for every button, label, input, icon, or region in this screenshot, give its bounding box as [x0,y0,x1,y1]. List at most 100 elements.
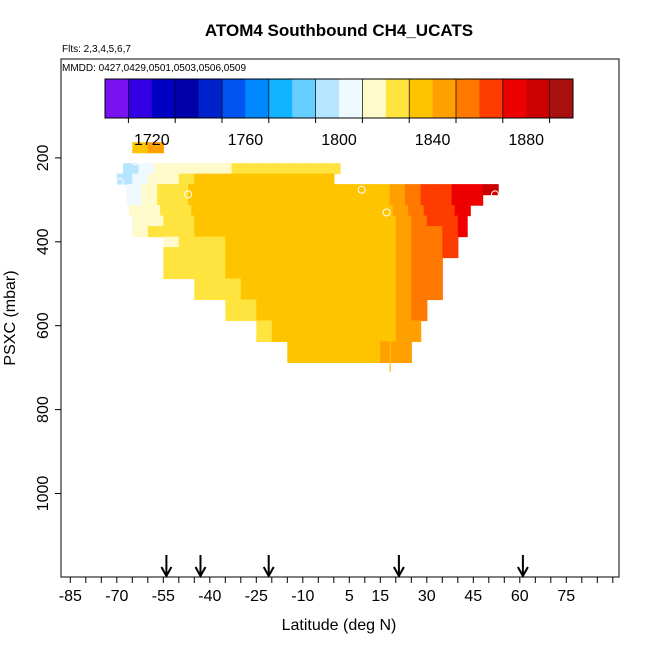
data-cell [178,268,195,280]
data-cell [426,257,443,269]
data-cell [256,226,273,238]
x-tick-label: -70 [105,588,128,605]
data-cell [250,184,267,196]
data-cell [163,257,180,269]
data-cell [302,288,319,301]
data-cell [256,288,273,301]
data-cell [451,184,468,196]
data-cell [364,351,381,364]
data-cell [172,184,189,196]
data-cell [358,184,375,196]
data-cell [163,215,180,227]
data-cell [333,351,350,364]
data-cell [256,173,273,185]
data-cell [209,268,226,280]
data-cell [147,142,164,154]
data-cell [302,299,319,311]
data-cell [287,341,304,353]
colorbar-swatch [222,79,246,118]
data-cell [380,341,397,353]
data-cell [457,215,468,227]
data-cell [256,247,273,259]
data-cell [222,205,239,217]
data-cell [349,330,366,343]
data-cell [256,236,273,248]
data-cell [318,351,335,364]
data-cell [271,215,288,227]
colorbar-swatch [245,79,270,118]
data-cell [312,194,329,206]
data-cell [256,330,273,343]
y-tick-label: 800 [35,396,52,423]
data-cell [405,184,422,196]
data-cell [271,309,288,322]
data-cell [271,320,288,332]
data-cell [380,236,397,248]
data-cell [163,268,180,280]
data-cell [411,257,428,269]
x-tick-label: 45 [464,588,482,605]
x-tick-label: -25 [245,588,268,605]
data-cell [271,247,288,259]
data-cell [395,341,412,353]
data-cell [454,205,471,217]
data-cell [302,247,319,259]
data-cell [225,299,242,311]
data-cell [380,288,397,301]
data-cell [147,215,164,227]
data-cell [157,184,174,196]
data-cell [395,236,412,248]
data-cell [287,330,304,343]
data-cell [442,215,459,227]
data-cell [457,226,468,238]
data-cell [333,320,350,332]
data-cell [436,194,453,206]
y-tick-label: 1000 [35,476,52,512]
data-cell [318,309,335,322]
x-axis: -85 -70 -55 -40 -25 -10 5 15 30 45 60 75 [59,577,614,605]
data-cell [240,268,257,280]
data-cell [209,278,226,290]
arrow-head [160,566,173,579]
data-cell [265,194,282,206]
data-cell [426,226,443,238]
data-cell [364,278,381,290]
data-cell [219,194,236,206]
x-tick-label: 5 [345,588,354,605]
data-cell [420,184,437,196]
data-cell [256,278,273,290]
data-cell [178,236,195,248]
data-cell [482,184,499,196]
data-cell [287,268,304,280]
data-cell [302,341,319,353]
data-cell [256,215,273,227]
y-tick-label: 400 [35,228,52,255]
data-cell [349,341,366,353]
data-cell [302,268,319,280]
data-cell [141,184,158,196]
data-cell [256,299,273,311]
data-cell [209,236,226,248]
data-cell [442,226,459,238]
data-cell [389,184,406,196]
data-cell [302,226,319,238]
arrow-head [262,566,275,579]
data-cell [442,247,459,259]
data-cell [240,309,257,322]
colorbar-swatch [456,79,480,118]
data-cell [163,247,180,259]
data-cell [426,236,443,248]
data-cell [364,268,381,280]
data-cell [144,205,161,217]
data-cell [411,226,428,238]
y-tick-label: 600 [35,312,52,339]
data-cell [240,226,257,238]
data-cell [364,288,381,301]
data-cell [364,299,381,311]
data-cell [209,226,226,238]
data-cell [395,247,412,259]
colorbar-swatch [526,79,550,118]
colorbar-swatch [151,79,176,118]
data-cell [411,330,422,343]
data-cell [333,247,350,259]
